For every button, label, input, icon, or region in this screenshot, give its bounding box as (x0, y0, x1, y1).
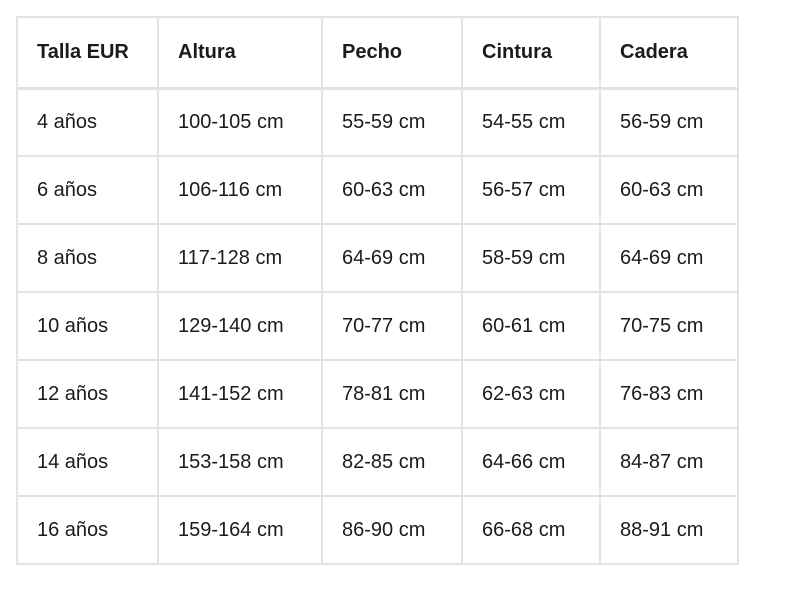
table-cell: 64-69 cm (321, 223, 463, 293)
header-row: Talla EUR Altura Pecho Cintura Cadera (16, 16, 739, 90)
table-cell: 159-164 cm (157, 495, 323, 565)
table-cell: 12 años (16, 359, 159, 429)
table-row: 8 años 117-128 cm 64-69 cm 58-59 cm 64-69 cm (16, 223, 739, 293)
table-cell: 106-116 cm (157, 155, 323, 225)
table-row: 12 años 141-152 cm 78-81 cm 62-63 cm 76-83 c… (16, 359, 739, 429)
column-header: Talla EUR (16, 16, 159, 90)
table-row: 4 años 100-105 cm 55-59 cm 54-55 cm 56-59 cm (16, 87, 739, 157)
table-cell: 100-105 cm (157, 87, 323, 157)
table-cell: 129-140 cm (157, 291, 323, 361)
table-cell: 54-55 cm (461, 87, 601, 157)
column-header: Cintura (461, 16, 601, 90)
table-cell: 141-152 cm (157, 359, 323, 429)
table-cell: 76-83 cm (599, 359, 739, 429)
table-cell: 16 años (16, 495, 159, 565)
table-cell: 14 años (16, 427, 159, 497)
table-cell: 153-158 cm (157, 427, 323, 497)
table-cell: 55-59 cm (321, 87, 463, 157)
table-cell: 10 años (16, 291, 159, 361)
table-cell: 4 años (16, 87, 159, 157)
table-cell: 78-81 cm (321, 359, 463, 429)
column-header: Altura (157, 16, 323, 90)
table-cell: 70-77 cm (321, 291, 463, 361)
table-cell: 60-61 cm (461, 291, 601, 361)
table-cell: 86-90 cm (321, 495, 463, 565)
table-cell: 117-128 cm (157, 223, 323, 293)
table-cell: 82-85 cm (321, 427, 463, 497)
table-cell: 6 años (16, 155, 159, 225)
table-cell: 56-59 cm (599, 87, 739, 157)
table-row: 14 años 153-158 cm 82-85 cm 64-66 cm 84-87 c… (16, 427, 739, 497)
table-cell: 64-66 cm (461, 427, 601, 497)
table-cell: 84-87 cm (599, 427, 739, 497)
column-header: Pecho (321, 16, 463, 90)
table-cell: 56-57 cm (461, 155, 601, 225)
table-cell: 58-59 cm (461, 223, 601, 293)
table-row: 10 años 129-140 cm 70-77 cm 60-61 cm 70-75 c… (16, 291, 739, 361)
column-header: Cadera (599, 16, 739, 90)
size-chart-table: Talla EUR Altura Pecho Cintura Cadera 4 años… (16, 16, 739, 565)
table-cell: 62-63 cm (461, 359, 601, 429)
table-cell: 64-69 cm (599, 223, 739, 293)
table-row: 16 años 159-164 cm 86-90 cm 66-68 cm 88-91 c… (16, 495, 739, 565)
table-cell: 88-91 cm (599, 495, 739, 565)
table-cell: 60-63 cm (321, 155, 463, 225)
table-row: 6 años 106-116 cm 60-63 cm 56-57 cm 60-63 cm (16, 155, 739, 225)
table-cell: 66-68 cm (461, 495, 601, 565)
table-cell: 70-75 cm (599, 291, 739, 361)
table-cell: 8 años (16, 223, 159, 293)
table-cell: 60-63 cm (599, 155, 739, 225)
